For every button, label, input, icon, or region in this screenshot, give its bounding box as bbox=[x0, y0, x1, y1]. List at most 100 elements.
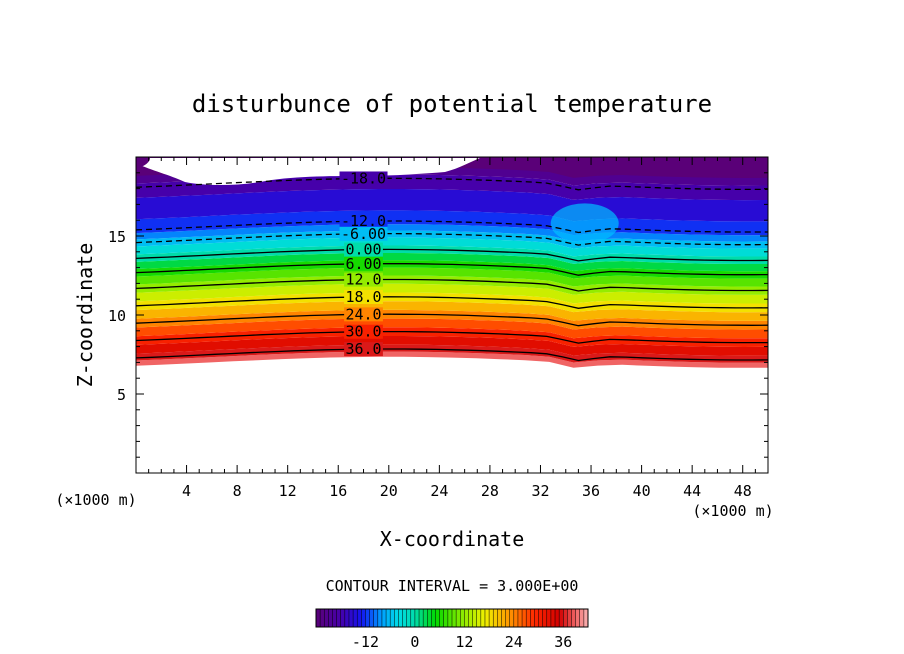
contour-label-bg bbox=[344, 307, 383, 322]
y-tick-labels: 5 10 15 bbox=[108, 228, 126, 404]
colorbar-swatch bbox=[550, 609, 556, 627]
x-tick-label: 16 bbox=[329, 482, 347, 500]
contour-label-bg bbox=[344, 272, 383, 287]
x-unit-label-right: (×1000 m) bbox=[692, 502, 773, 520]
colorbar-swatch bbox=[373, 609, 379, 627]
contour-band bbox=[136, 318, 768, 339]
y-tick-label: 10 bbox=[108, 307, 126, 325]
contour-label: 0.00 bbox=[345, 241, 381, 259]
contour-band bbox=[136, 224, 768, 242]
contour-label-bg bbox=[339, 214, 388, 229]
contour-line bbox=[136, 263, 768, 276]
colorbar-swatch bbox=[452, 609, 457, 627]
colorbar-swatch bbox=[427, 609, 432, 627]
colorbar-swatch bbox=[534, 609, 539, 627]
colorbar-swatch bbox=[559, 609, 564, 627]
colorbar-swatch bbox=[328, 609, 333, 627]
contour-label: -12.0 bbox=[341, 212, 386, 230]
x-tick-label: 36 bbox=[582, 482, 600, 500]
contour-line bbox=[136, 313, 768, 327]
colorbar-swatch bbox=[522, 609, 527, 627]
x-tick-label: 20 bbox=[380, 482, 398, 500]
x-tick-label: 48 bbox=[734, 482, 752, 500]
colorbar-swatch bbox=[332, 609, 337, 627]
contour-label: 6.00 bbox=[345, 255, 381, 273]
contour-band bbox=[136, 327, 768, 347]
x-tick-label: 32 bbox=[531, 482, 549, 500]
contour-band bbox=[136, 245, 768, 264]
colorbar-swatch bbox=[460, 609, 465, 627]
contour-band bbox=[136, 174, 768, 201]
colorbar-swatch bbox=[431, 609, 436, 627]
colorbar-swatch bbox=[377, 609, 383, 627]
colorbar-swatch bbox=[324, 609, 329, 627]
colorbar-swatch bbox=[501, 609, 506, 627]
colorbar-swatch bbox=[348, 609, 354, 627]
x-tick-label: 44 bbox=[683, 482, 701, 500]
contour-band bbox=[136, 301, 768, 321]
contour-line bbox=[136, 330, 768, 344]
contour-band bbox=[136, 309, 768, 330]
colorbar-swatch bbox=[464, 609, 469, 627]
colorbar-swatch bbox=[398, 609, 403, 627]
chart-title: disturbunce of potential temperature bbox=[192, 90, 712, 118]
y-tick-label: 5 bbox=[117, 386, 126, 404]
contour-label: 30.0 bbox=[345, 323, 381, 341]
contour-label: -18.0 bbox=[341, 169, 386, 187]
colorbar-swatch bbox=[546, 609, 552, 627]
colorbar-swatch bbox=[419, 609, 424, 627]
colorbar-swatch bbox=[571, 609, 577, 627]
colorbar-swatch bbox=[575, 609, 581, 627]
colorbar-swatch bbox=[406, 609, 412, 627]
x-tick-label: 4 bbox=[182, 482, 191, 500]
colorbar-swatch bbox=[336, 609, 342, 627]
contour-line bbox=[136, 177, 768, 191]
colorbar-swatch bbox=[402, 609, 408, 627]
contour-band bbox=[136, 253, 768, 272]
colorbar-swatch bbox=[423, 609, 428, 627]
colorbar-swatch bbox=[509, 609, 515, 627]
x-tick-label: 8 bbox=[233, 482, 242, 500]
x-tick-label: 28 bbox=[481, 482, 499, 500]
colorbar bbox=[315, 608, 589, 628]
colorbar-swatch bbox=[381, 609, 387, 627]
contour-band bbox=[136, 336, 768, 356]
colorbar-swatch bbox=[365, 609, 370, 627]
cyan-anomaly bbox=[550, 203, 619, 244]
colorbar-swatch bbox=[472, 609, 478, 627]
colorbar-tick-label: 0 bbox=[410, 633, 419, 651]
x-tick-label: 12 bbox=[279, 482, 297, 500]
contour-lines bbox=[136, 177, 768, 362]
contour-band bbox=[136, 292, 768, 313]
contour-label: 24.0 bbox=[345, 305, 381, 323]
contour-label: 36.0 bbox=[345, 340, 381, 358]
colorbar-swatch bbox=[443, 609, 449, 627]
contour-band bbox=[136, 283, 768, 304]
missing-data-region bbox=[138, 158, 480, 185]
colorbar-swatch bbox=[410, 609, 416, 627]
x-tick-label: 40 bbox=[633, 482, 651, 500]
contour-label-bg bbox=[344, 324, 383, 339]
colorbar-swatch bbox=[476, 609, 482, 627]
colorbar-tick-label: 36 bbox=[554, 633, 572, 651]
contour-label: 12.0 bbox=[345, 271, 381, 289]
x-tick-labels: 4 8 12 16 20 24 28 32 36 40 44 48 bbox=[182, 482, 752, 500]
contour-label: 18.0 bbox=[345, 288, 381, 306]
colorbar-swatch bbox=[414, 609, 420, 627]
contour-band bbox=[136, 267, 768, 287]
contour-line bbox=[136, 278, 768, 292]
colorbar-swatch bbox=[505, 609, 511, 627]
colorbar-tick-label: -12 bbox=[352, 633, 379, 651]
contour-band bbox=[136, 351, 768, 368]
colorbar-swatch bbox=[340, 609, 346, 627]
contour-band bbox=[136, 275, 768, 295]
colorbar-swatch bbox=[497, 609, 502, 627]
colorbar-swatch bbox=[468, 609, 473, 627]
colorbar-swatch bbox=[538, 609, 544, 627]
x-tick-label: 24 bbox=[430, 482, 448, 500]
contour-band bbox=[136, 237, 768, 257]
colorbar-swatch bbox=[435, 609, 441, 627]
contour-line bbox=[136, 348, 768, 362]
contour-field bbox=[136, 157, 768, 368]
